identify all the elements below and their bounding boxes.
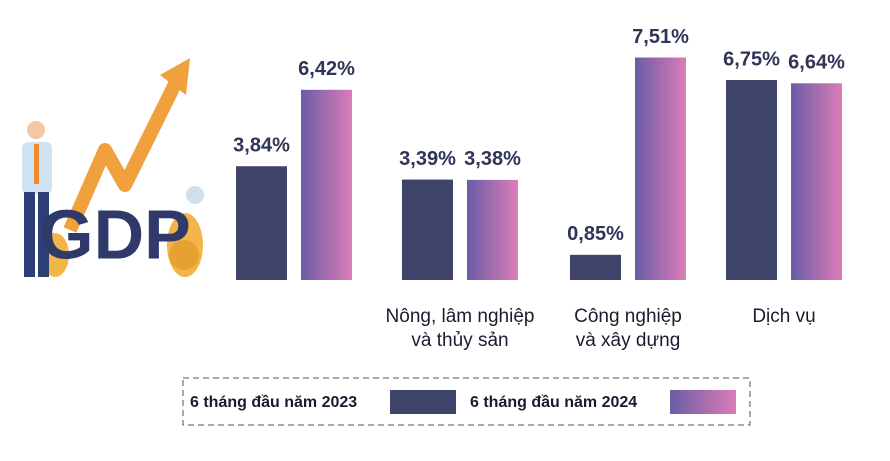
legend-label: 6 tháng đầu năm 2023	[190, 394, 357, 411]
value-label: 3,39%	[399, 148, 456, 170]
legend-swatch	[670, 390, 736, 414]
bar	[402, 179, 453, 280]
legend-box	[182, 377, 751, 426]
gdp-illustration: GDP	[22, 58, 204, 277]
category-label: Nông, lâm nghiệp và thủy sản	[385, 306, 535, 351]
legend-label: 6 tháng đầu năm 2024	[470, 394, 637, 411]
bar	[236, 166, 287, 280]
bar	[301, 89, 352, 281]
value-label: 6,64%	[788, 52, 845, 74]
bar	[570, 254, 621, 280]
value-label: 3,84%	[233, 135, 290, 157]
legend-swatch	[390, 390, 456, 414]
bar	[791, 83, 842, 280]
category-label: Dịch vụ	[752, 306, 816, 327]
illustration-text: GDP	[39, 195, 191, 273]
value-label: 3,38%	[464, 148, 521, 170]
bar	[635, 57, 686, 280]
value-label: 6,42%	[298, 58, 355, 80]
bar	[467, 179, 518, 280]
category-label: Công nghiệp và xây dựng	[574, 306, 682, 351]
value-label: 7,51%	[632, 26, 689, 48]
bar	[726, 80, 777, 280]
value-label: 6,75%	[723, 48, 780, 70]
value-label: 0,85%	[567, 223, 624, 245]
